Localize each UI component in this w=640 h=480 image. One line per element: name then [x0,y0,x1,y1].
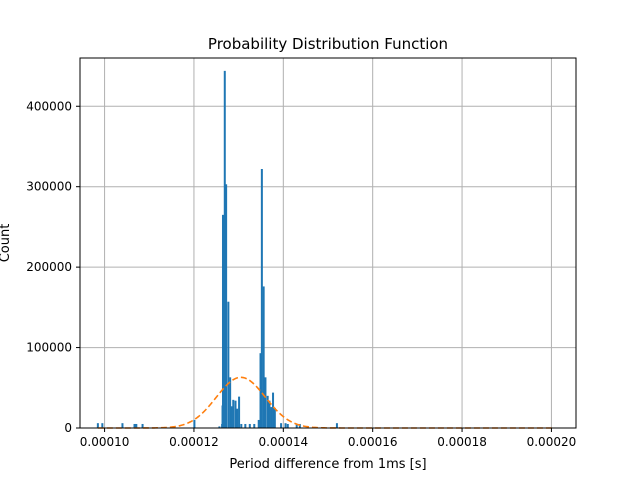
y-axis-label: Count [0,224,13,263]
histogram-bar [223,70,226,428]
axis-ticks: 0.00010 0.00012 0.00014 0.00016 0.00018 0.000… [26,99,576,449]
histogram-bar [221,214,224,428]
histogram-bar [262,286,265,428]
histogram-bar [218,426,221,428]
histogram-bar [238,396,241,428]
histogram-bar [295,423,298,428]
x-axis-label: Period difference from 1ms [s] [229,457,426,472]
y-tick-label: 100000 [26,341,72,355]
histogram-bar [232,399,235,428]
x-tick-label: 0.00018 [437,435,487,449]
histogram-bar [286,423,289,428]
y-tick-label: 400000 [26,99,72,113]
histogram-bar [193,419,196,428]
histogram-bar [259,353,262,428]
histogram-bar [284,423,287,428]
histogram-bar [121,423,124,428]
histogram-bar [96,423,99,428]
plot-frame [79,57,577,429]
histogram-bars [96,70,338,428]
histogram-bar [229,377,232,428]
y-tick-label: 300000 [26,180,72,194]
x-tick-label: 0.00010 [80,435,130,449]
y-tick-label: 200000 [26,260,72,274]
x-tick-label: 0.00016 [348,435,398,449]
histogram-bar [257,419,260,428]
histogram-bar [227,301,230,428]
histogram-bar [133,423,136,428]
chart-title: Probability Distribution Function [208,35,448,53]
histogram-bar [280,423,283,428]
histogram-bar [240,423,243,428]
histogram-bar [260,169,263,428]
histogram-bar [236,408,239,428]
histogram-bar [101,423,104,428]
histogram-bar [141,423,144,428]
histogram-bar [298,423,301,428]
histogram-bar [270,407,273,428]
fit-curve-layer [97,376,554,429]
x-tick-label: 0.00014 [259,435,309,449]
histogram-bar [273,407,276,428]
histogram-bar [335,423,338,428]
histogram-bar [268,400,271,428]
histogram-bar [248,423,251,428]
x-tick-label: 0.00012 [169,435,219,449]
y-tick-label: 0 [64,421,72,435]
histogram-bar [266,395,269,428]
x-tick-label: 0.00020 [527,435,577,449]
histogram-bar [264,377,267,428]
histogram-bar [135,423,138,428]
grid-lines [80,58,576,429]
histogram-bar [225,184,228,428]
histogram-bar [230,406,233,428]
histogram-bar [253,423,256,428]
histogram-bar [272,392,275,428]
histogram-bar [234,400,237,428]
fit-curve [97,376,554,429]
histogram-bar [244,423,247,428]
